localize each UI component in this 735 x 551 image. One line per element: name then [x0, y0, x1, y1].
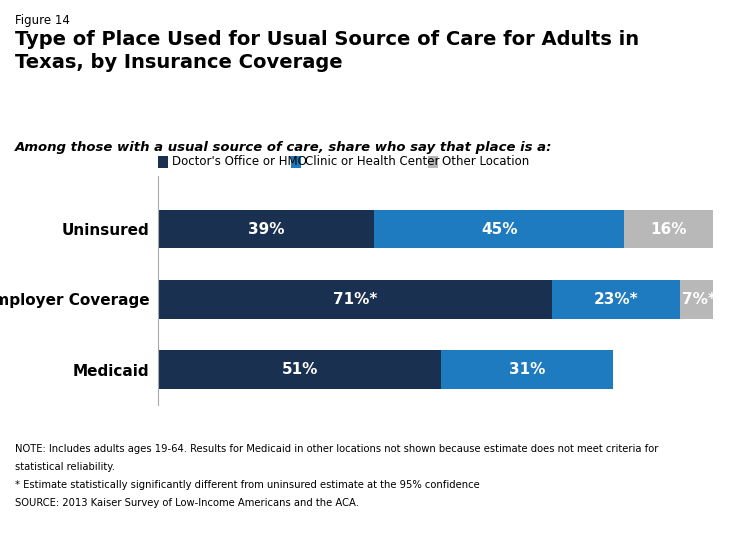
Text: 31%: 31%: [509, 363, 545, 377]
Text: * Estimate statistically significantly different from uninsured estimate at the : * Estimate statistically significantly d…: [15, 480, 479, 490]
Bar: [552, 280, 680, 319]
Text: FAMILY: FAMILY: [630, 504, 689, 519]
Text: Doctor's Office or HMO: Doctor's Office or HMO: [172, 155, 307, 169]
Bar: [158, 210, 374, 249]
Bar: [158, 350, 441, 389]
Bar: [374, 210, 624, 249]
Text: 39%: 39%: [248, 222, 284, 236]
Text: FOUNDATION: FOUNDATION: [631, 526, 689, 534]
Text: 16%: 16%: [650, 222, 686, 236]
Text: statistical reliability.: statistical reliability.: [15, 462, 115, 472]
Text: KAISER: KAISER: [628, 485, 691, 500]
Text: Among those with a usual source of care, share who say that place is a:: Among those with a usual source of care,…: [15, 141, 552, 154]
Text: Other Location: Other Location: [442, 155, 529, 169]
Text: Type of Place Used for Usual Source of Care for Adults in
Texas, by Insurance Co: Type of Place Used for Usual Source of C…: [15, 30, 639, 72]
Bar: [158, 280, 552, 319]
Text: SOURCE: 2013 Kaiser Survey of Low-Income Americans and the ACA.: SOURCE: 2013 Kaiser Survey of Low-Income…: [15, 498, 359, 508]
Text: 71%*: 71%*: [333, 292, 377, 307]
Text: 45%: 45%: [481, 222, 517, 236]
Bar: [441, 350, 613, 389]
Bar: [624, 210, 713, 249]
Text: THE HENRY J.: THE HENRY J.: [639, 473, 681, 478]
Text: 51%: 51%: [282, 363, 318, 377]
Text: 7%*: 7%*: [682, 292, 716, 307]
Text: Clinic or Health Center: Clinic or Health Center: [304, 155, 439, 169]
Bar: [680, 280, 719, 319]
Text: 23%*: 23%*: [594, 292, 638, 307]
Text: Figure 14: Figure 14: [15, 14, 70, 27]
Text: NOTE: Includes adults ages 19-64. Results for Medicaid in other locations not sh: NOTE: Includes adults ages 19-64. Result…: [15, 444, 658, 453]
